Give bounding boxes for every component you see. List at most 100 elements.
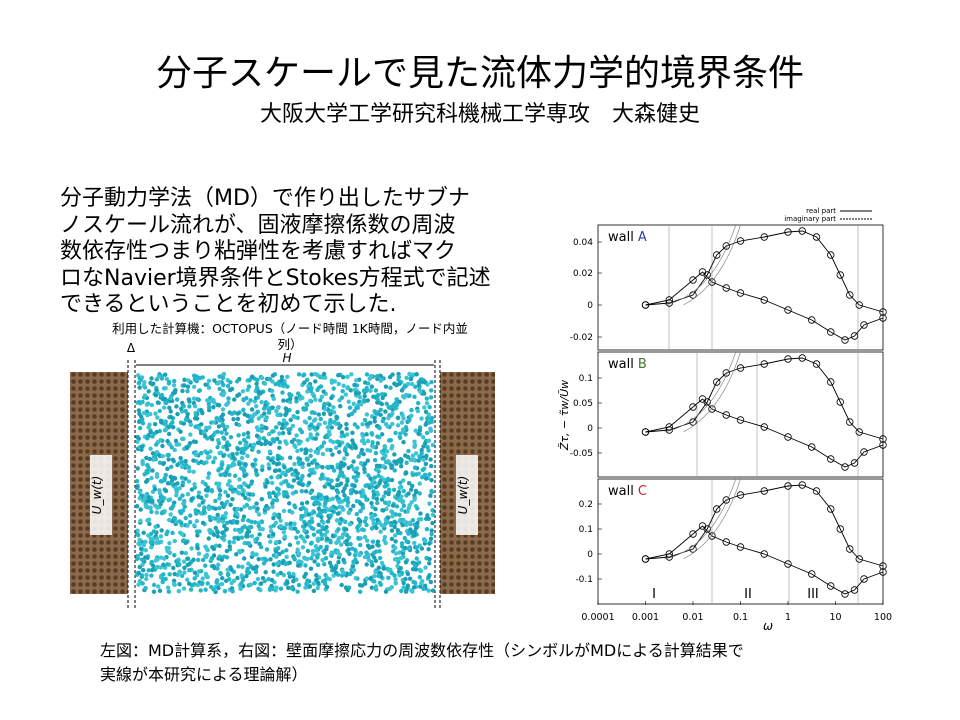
- particle: [199, 408, 204, 413]
- md-symbol: [827, 378, 835, 386]
- particle: [150, 434, 155, 439]
- particle: [426, 412, 431, 417]
- particle: [385, 424, 390, 429]
- particle: [386, 458, 391, 464]
- particle: [395, 563, 400, 569]
- particle: [345, 587, 350, 593]
- particle: [217, 505, 222, 511]
- particle: [287, 430, 292, 436]
- particle: [392, 468, 397, 473]
- particle: [413, 428, 418, 433]
- particle: [327, 576, 332, 582]
- particle: [179, 550, 185, 555]
- particle: [429, 488, 434, 494]
- particle: [344, 421, 349, 427]
- particle: [136, 532, 141, 538]
- particle: [285, 374, 290, 380]
- particle: [369, 526, 375, 531]
- particle: [306, 480, 312, 486]
- particle: [177, 486, 182, 491]
- particle: [149, 545, 154, 550]
- particle: [428, 457, 433, 462]
- particle: [364, 412, 370, 417]
- particle: [338, 463, 343, 469]
- particle: [275, 456, 281, 462]
- particle: [240, 492, 246, 497]
- particle: [311, 581, 316, 586]
- particle: [136, 582, 141, 587]
- particle: [424, 430, 430, 436]
- y-tick-label: 0.02: [573, 269, 593, 279]
- particle: [329, 478, 334, 483]
- particle: [145, 555, 150, 561]
- particle: [304, 401, 309, 407]
- particle: [300, 514, 305, 519]
- particle: [149, 559, 154, 565]
- particle: [136, 399, 142, 405]
- particle: [155, 505, 160, 510]
- particle: [345, 374, 350, 380]
- particle: [338, 481, 344, 486]
- particle: [412, 497, 417, 502]
- particle: [313, 544, 318, 549]
- particle: [373, 450, 379, 456]
- particle: [261, 561, 267, 566]
- particle: [379, 523, 384, 528]
- particle: [225, 383, 231, 389]
- md-symbol: [808, 443, 816, 451]
- particle: [158, 534, 164, 539]
- particle: [308, 398, 313, 403]
- particle: [383, 409, 388, 414]
- particle: [254, 536, 260, 541]
- particle: [229, 580, 234, 586]
- particle: [277, 421, 282, 426]
- particle: [134, 478, 140, 484]
- particle: [364, 522, 369, 528]
- y-tick-label: -0.05: [570, 449, 593, 459]
- particle: [393, 539, 398, 544]
- particle: [300, 464, 305, 470]
- particle: [268, 539, 273, 544]
- particle: [332, 379, 338, 384]
- particle: [144, 576, 149, 582]
- particle: [328, 513, 334, 518]
- particle: [272, 512, 277, 517]
- particle: [180, 388, 185, 394]
- particle: [307, 584, 313, 589]
- particle: [412, 562, 418, 568]
- particle: [269, 475, 274, 480]
- particle: [369, 500, 374, 506]
- particle: [201, 429, 206, 434]
- particle: [372, 457, 378, 463]
- x-tick-label: 0.001: [632, 612, 659, 623]
- particle: [375, 500, 380, 506]
- particle: [323, 577, 328, 583]
- md-symbol: [722, 538, 730, 546]
- particle: [189, 546, 194, 551]
- particle: [389, 509, 394, 514]
- y-tick-label: 0.1: [579, 374, 593, 384]
- particle: [241, 446, 246, 452]
- particle: [325, 447, 330, 453]
- particle: [169, 445, 174, 450]
- particle: [163, 400, 168, 406]
- particle: [217, 450, 222, 456]
- particle: [390, 421, 395, 427]
- particle: [398, 565, 403, 571]
- particle: [221, 392, 226, 398]
- particle: [361, 451, 366, 457]
- particle: [412, 533, 417, 538]
- particle: [275, 561, 280, 566]
- particle: [204, 554, 209, 560]
- particle: [275, 546, 281, 551]
- particle: [319, 536, 325, 541]
- particle: [219, 430, 224, 435]
- particle: [384, 401, 389, 407]
- particle: [393, 551, 399, 556]
- particle: [275, 412, 280, 418]
- particle: [407, 545, 413, 550]
- particle: [288, 526, 293, 531]
- particle: [346, 465, 351, 470]
- particle: [135, 466, 140, 471]
- particle: [422, 405, 427, 410]
